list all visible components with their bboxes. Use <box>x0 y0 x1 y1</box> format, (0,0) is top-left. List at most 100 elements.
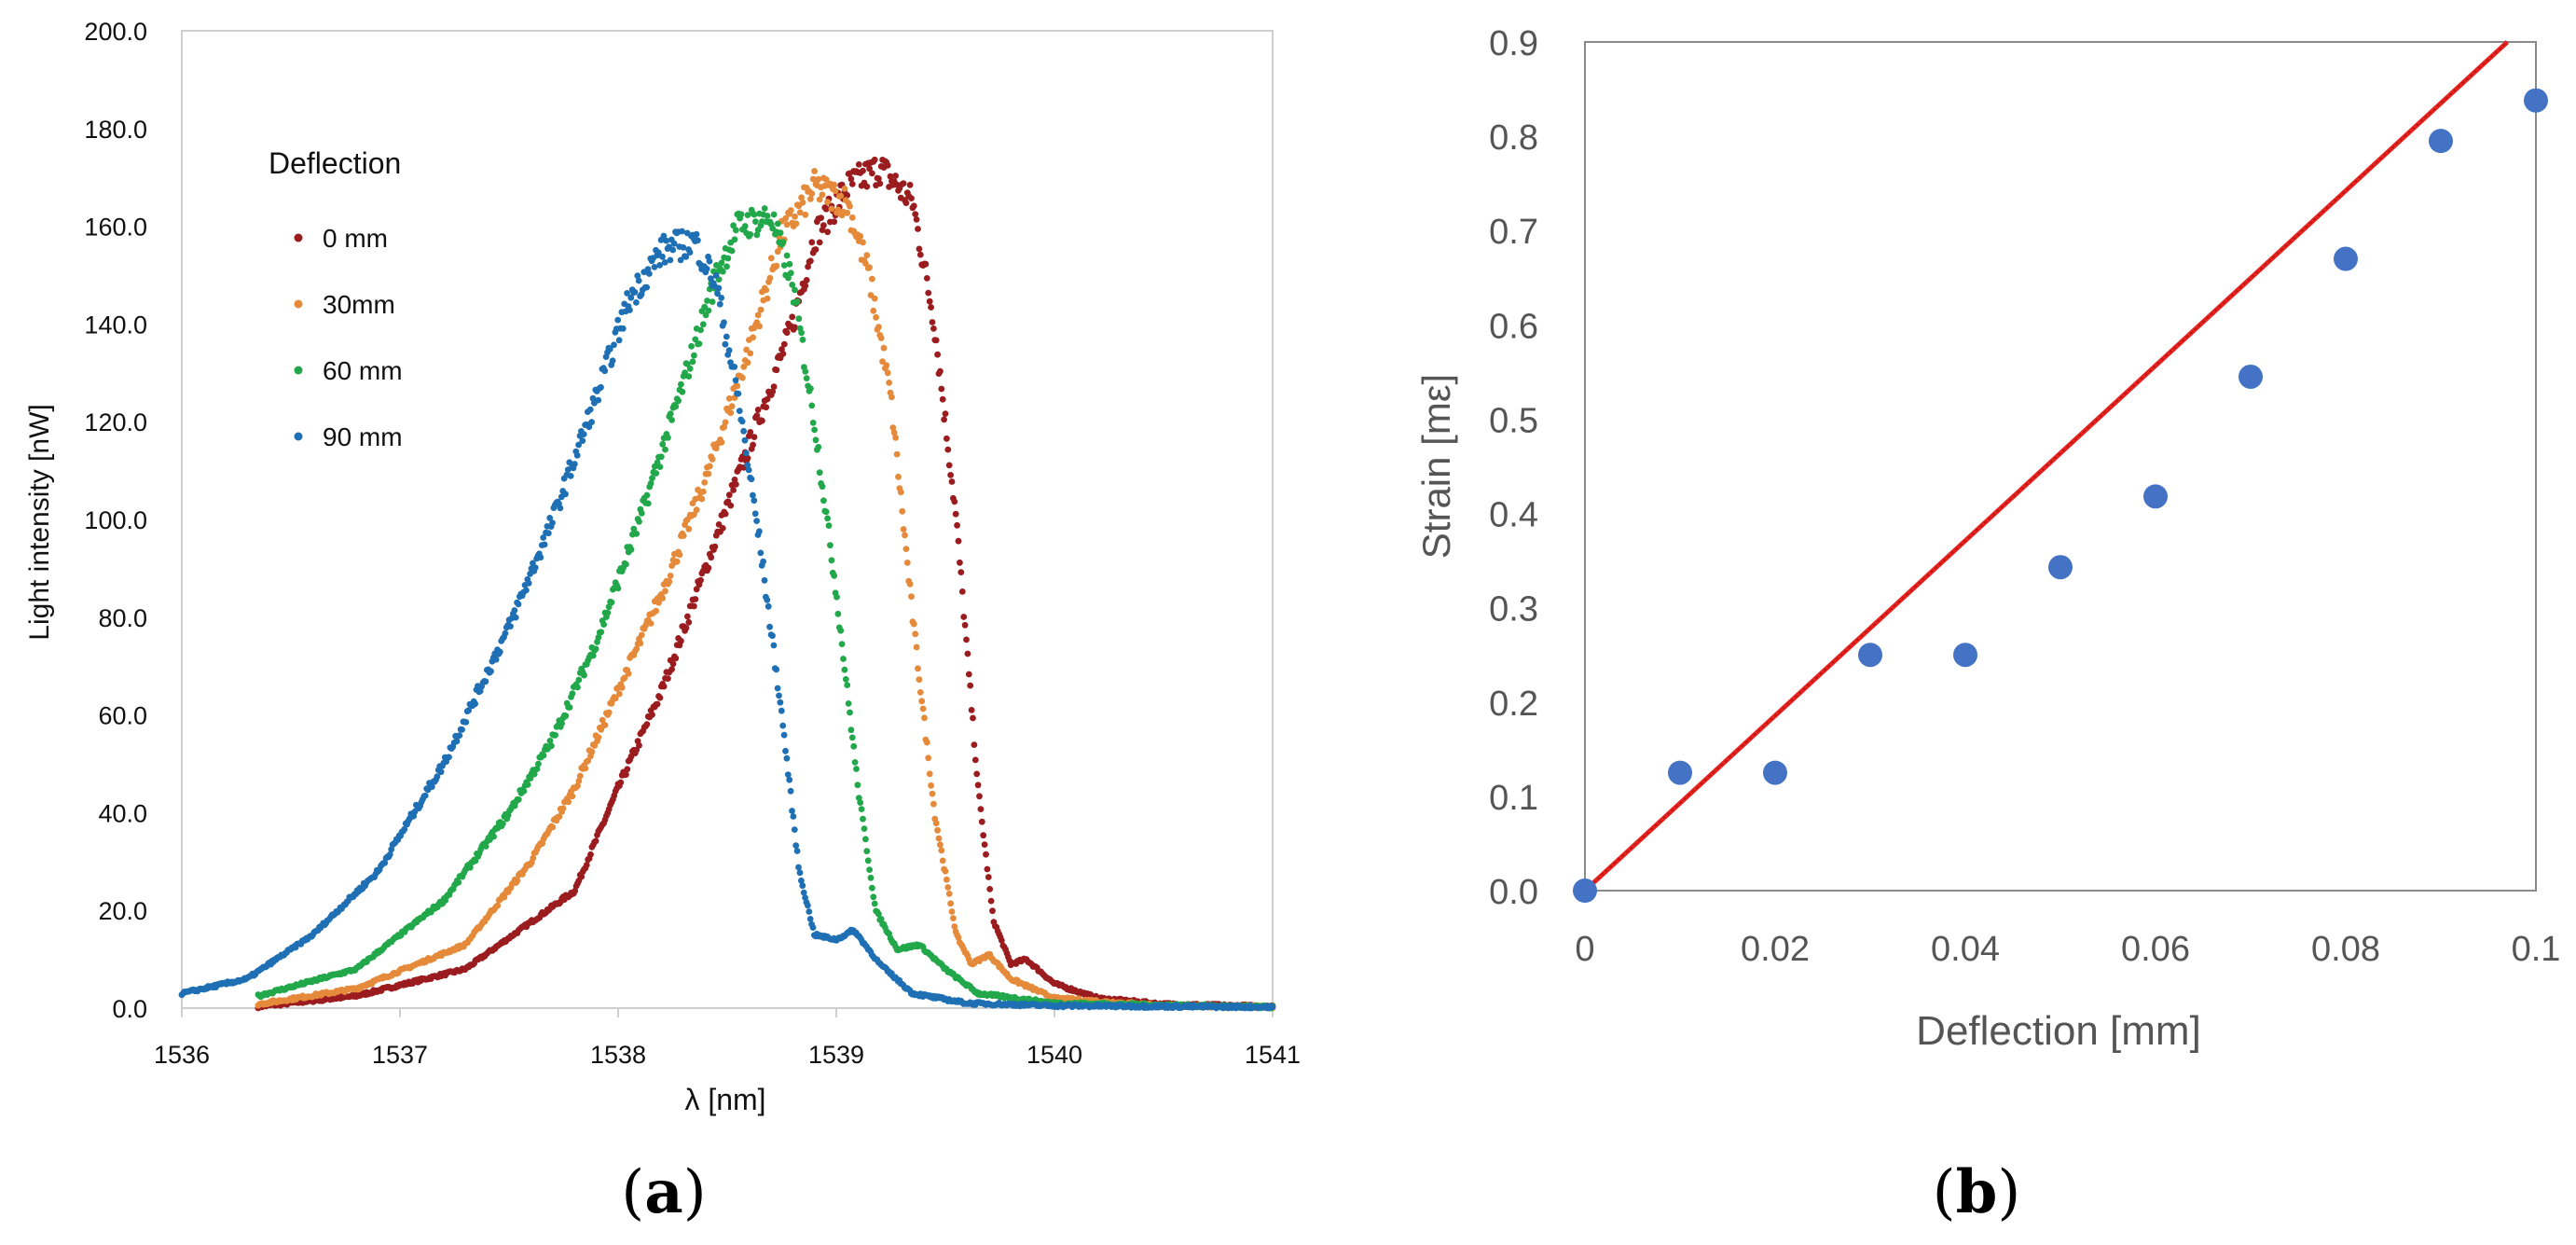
data-point-60-mm <box>785 274 792 282</box>
data-point-30mm <box>844 209 851 216</box>
data-point-0-mm <box>922 260 930 268</box>
data-point-0-mm <box>963 636 970 643</box>
data-point-30mm <box>549 823 557 831</box>
data-point-90-mm <box>465 707 472 714</box>
data-point-30mm <box>796 209 804 216</box>
data-point-60-mm <box>679 388 686 395</box>
data-point-0-mm <box>812 246 820 253</box>
data-point-0-mm <box>967 682 974 689</box>
data-point-0-mm <box>773 367 780 374</box>
data-point-60-mm <box>847 709 853 716</box>
data-point-30mm <box>612 695 619 702</box>
chart-a-plot-area <box>181 30 1274 1009</box>
data-point-0-mm <box>660 683 668 690</box>
legend-marker-30mm <box>294 299 303 309</box>
data-point-90-mm <box>793 848 801 854</box>
data-point-30mm <box>819 191 826 199</box>
data-point-90-mm <box>512 614 519 621</box>
data-point-measured <box>1573 878 1597 903</box>
data-point-0-mm <box>961 621 969 629</box>
data-point-90-mm <box>718 295 725 301</box>
data-point-0-mm <box>636 742 642 749</box>
data-point-measured <box>2239 364 2263 389</box>
data-point-90-mm <box>598 383 604 391</box>
data-point-90-mm <box>731 364 738 370</box>
data-point-30mm <box>773 262 780 270</box>
data-point-0-mm <box>668 666 675 673</box>
data-point-90-mm <box>770 642 778 649</box>
data-point-0-mm <box>727 502 735 509</box>
data-point-90-mm <box>725 347 733 354</box>
data-point-60-mm <box>780 262 788 269</box>
data-point-30mm <box>701 479 709 486</box>
chart-b-x-tick-label: 0.08 <box>2311 930 2380 969</box>
data-point-90-mm <box>800 889 807 896</box>
data-point-0-mm <box>978 818 985 825</box>
data-point-90-mm <box>798 877 805 884</box>
legend-label-0-mm: 0 mm <box>323 224 388 253</box>
data-point-90-mm <box>624 290 630 297</box>
data-point-30mm <box>848 214 856 221</box>
chart-a: 0.0 20.0 40.0 60.0 80.0 100.0 120.0 140.0 160.0 1… <box>24 18 1301 1116</box>
data-point-60-mm <box>761 205 768 212</box>
data-point-30mm <box>699 488 707 495</box>
data-point-90-mm <box>627 294 635 301</box>
data-point-measured <box>1858 643 1882 668</box>
chart-a-x-tick-label: 1540 <box>1026 1041 1082 1069</box>
data-point-0-mm <box>860 167 866 174</box>
chart-a-y-tick-label: 80.0 <box>98 604 147 632</box>
data-point-30mm <box>574 782 581 789</box>
chart-a-x-tick-label: 1538 <box>590 1041 646 1069</box>
data-point-60-mm <box>643 491 651 499</box>
data-point-60-mm <box>869 884 875 892</box>
data-point-30mm <box>831 181 838 188</box>
data-point-90-mm <box>1269 1003 1276 1011</box>
data-point-30mm <box>618 684 626 691</box>
data-point-90-mm <box>751 497 758 505</box>
data-point-30mm <box>659 595 667 602</box>
data-point-0-mm <box>910 202 917 210</box>
data-point-90-mm <box>669 246 677 254</box>
data-point-30mm <box>747 350 754 357</box>
data-point-0-mm <box>976 793 983 800</box>
data-point-0-mm <box>669 660 677 668</box>
data-point-0-mm <box>989 907 996 915</box>
data-point-60-mm <box>861 825 868 832</box>
data-point-90-mm <box>748 476 755 483</box>
data-point-90-mm <box>766 623 773 630</box>
data-point-90-mm <box>677 256 684 264</box>
data-point-60-mm <box>825 522 833 529</box>
data-point-60-mm <box>831 573 838 579</box>
data-point-90-mm <box>381 859 389 866</box>
data-point-0-mm <box>926 297 933 305</box>
data-point-30mm <box>925 754 932 762</box>
data-point-30mm <box>928 782 934 789</box>
data-point-60-mm <box>733 227 739 234</box>
data-point-30mm <box>947 900 954 907</box>
data-point-30mm <box>569 793 576 800</box>
data-point-90-mm <box>619 325 627 332</box>
data-point-0-mm <box>592 837 599 845</box>
data-point-0-mm <box>985 874 992 880</box>
data-point-30mm <box>892 434 899 441</box>
data-point-90-mm <box>809 924 817 931</box>
data-point-0-mm <box>783 329 791 337</box>
data-point-90-mm <box>761 576 768 584</box>
data-point-measured <box>1668 760 1692 785</box>
data-point-30mm <box>728 403 736 410</box>
data-point-0-mm <box>848 181 856 187</box>
data-point-0-mm <box>678 637 684 644</box>
data-point-0-mm <box>744 454 751 462</box>
data-point-30mm <box>709 456 716 463</box>
data-point-90-mm <box>732 377 739 384</box>
data-point-90-mm <box>523 587 530 594</box>
chart-b-y-tick-label: 0.0 <box>1489 873 1538 912</box>
data-point-90-mm <box>790 813 797 820</box>
data-point-60-mm <box>854 782 861 789</box>
data-point-90-mm <box>386 851 393 858</box>
data-point-0-mm <box>754 407 762 413</box>
chart-a-x-tick-labels: 1536 1537 1538 1539 1540 1541 <box>154 1008 1301 1069</box>
data-point-60-mm <box>668 417 675 423</box>
data-point-60-mm <box>815 444 822 450</box>
data-point-60-mm <box>811 426 818 434</box>
